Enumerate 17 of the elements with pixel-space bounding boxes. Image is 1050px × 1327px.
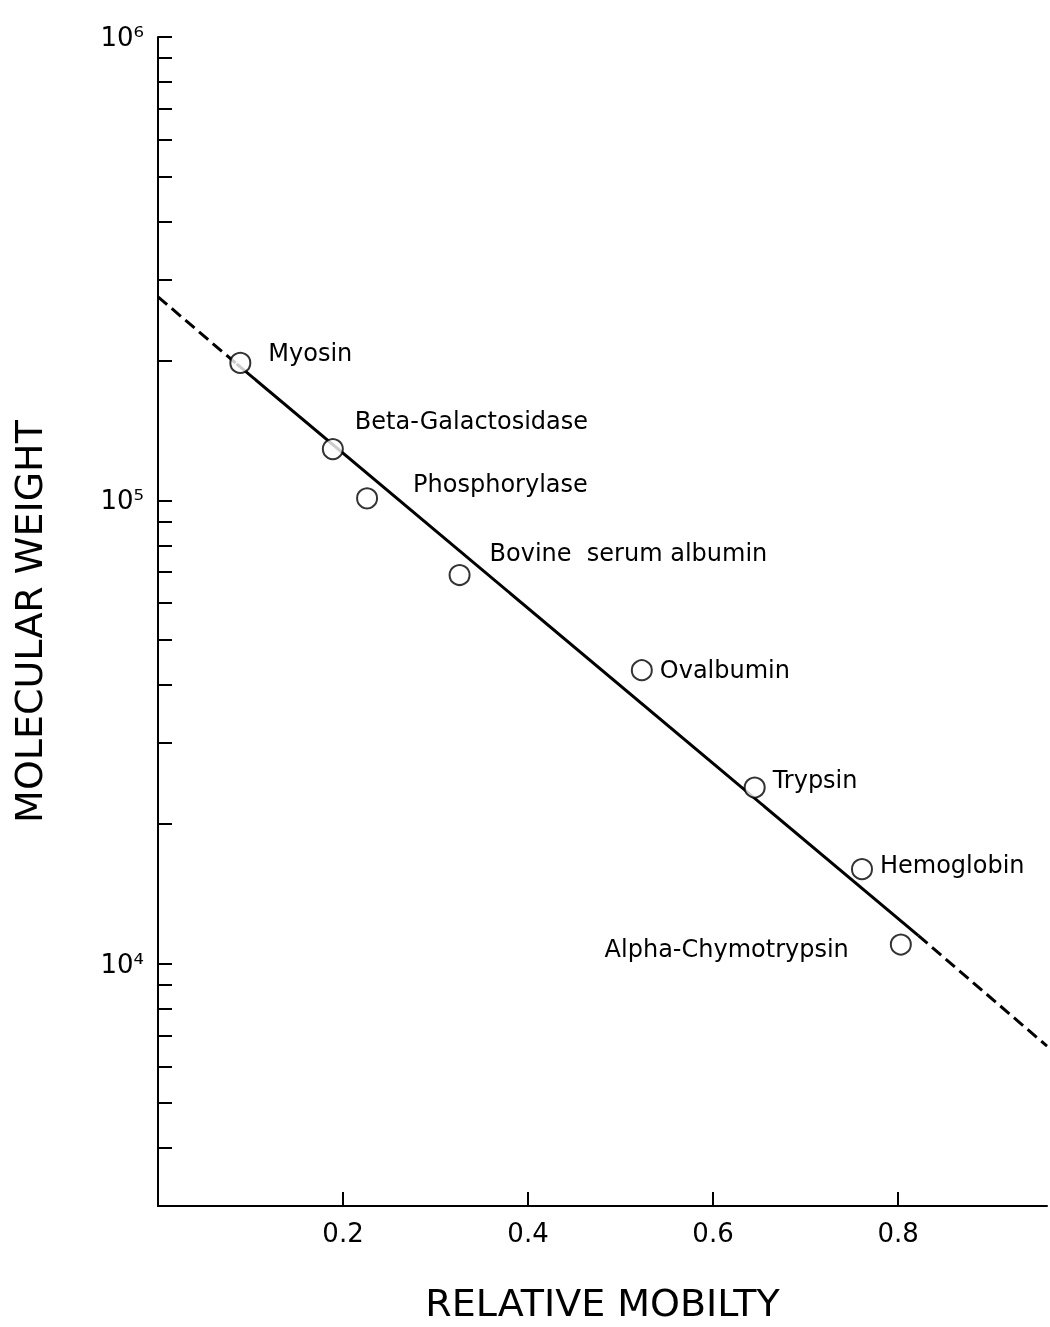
x-tick-label: 0.2 — [322, 1218, 364, 1248]
x-tick-label: 0.6 — [692, 1218, 734, 1248]
x-tick-label: 0.4 — [507, 1218, 549, 1248]
y-tick-label: 10⁵ — [100, 485, 144, 516]
annotation: Bovine serum albumin — [489, 539, 768, 568]
x-axis-title: RELATIVE MOBILTY — [425, 1281, 781, 1325]
y-tick-label: 10⁴ — [100, 948, 144, 979]
annotation: Myosin — [268, 338, 353, 367]
annotation: Alpha-Chymotrypsin — [604, 934, 849, 963]
x-tick-label: 0.8 — [877, 1218, 919, 1248]
annotation: Hemoglobin — [879, 851, 1025, 880]
annotation: Beta-Galactosidase — [354, 407, 589, 436]
annotation: Phosphorylase — [413, 470, 588, 499]
annotation: Ovalbumin — [659, 656, 790, 685]
annotation: Trypsin — [771, 765, 858, 794]
y-axis-title: MOLECULAR WEIGHT — [7, 419, 51, 823]
y-tick-label: 10⁶ — [100, 22, 144, 52]
